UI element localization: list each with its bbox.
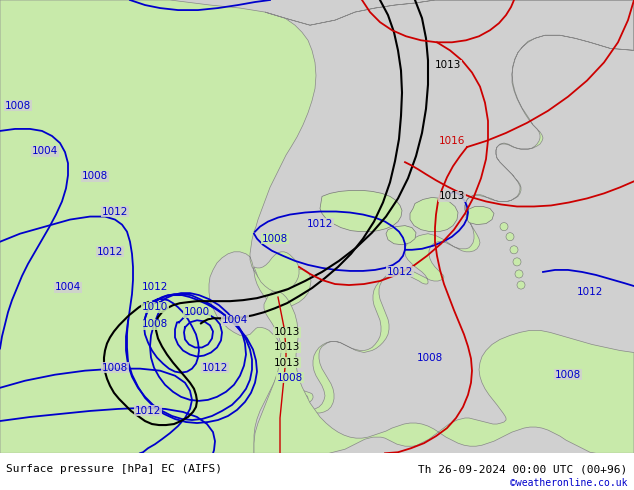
Text: 1013: 1013 — [274, 343, 300, 352]
Polygon shape — [386, 225, 416, 245]
Text: 1012: 1012 — [97, 247, 123, 257]
Polygon shape — [410, 197, 458, 232]
Text: 1008: 1008 — [5, 101, 31, 111]
Text: 1000: 1000 — [184, 307, 210, 317]
Text: ©weatheronline.co.uk: ©weatheronline.co.uk — [510, 478, 628, 488]
Text: Th 26-09-2024 00:00 UTC (00+96): Th 26-09-2024 00:00 UTC (00+96) — [418, 465, 628, 474]
Text: 1012: 1012 — [387, 267, 413, 277]
Text: 1008: 1008 — [262, 234, 288, 244]
Polygon shape — [320, 190, 402, 232]
Text: 1012: 1012 — [102, 206, 128, 217]
Text: 1008: 1008 — [277, 373, 303, 383]
Circle shape — [515, 270, 523, 278]
Text: 1004: 1004 — [32, 146, 58, 156]
Circle shape — [500, 222, 508, 231]
Text: 1012: 1012 — [307, 219, 333, 229]
Polygon shape — [254, 252, 299, 292]
Polygon shape — [0, 0, 82, 453]
Circle shape — [510, 246, 518, 254]
Text: Surface pressure [hPa] EC (AIFS): Surface pressure [hPa] EC (AIFS) — [6, 465, 223, 474]
Circle shape — [517, 281, 525, 289]
Text: 1008: 1008 — [142, 319, 168, 329]
Text: 1012: 1012 — [142, 282, 168, 292]
Polygon shape — [265, 0, 634, 413]
Text: 1008: 1008 — [417, 353, 443, 363]
Text: 1013: 1013 — [274, 327, 300, 338]
Circle shape — [506, 233, 514, 241]
Text: 1008: 1008 — [82, 172, 108, 181]
Text: 1012: 1012 — [135, 406, 161, 416]
Polygon shape — [0, 0, 316, 453]
Circle shape — [513, 258, 521, 266]
Text: 1013: 1013 — [274, 358, 300, 368]
Text: 1016: 1016 — [439, 136, 465, 146]
Text: 1008: 1008 — [555, 369, 581, 380]
Text: 1008: 1008 — [102, 363, 128, 372]
Text: 1010: 1010 — [142, 302, 168, 312]
Text: 1004: 1004 — [55, 282, 81, 292]
Text: 1012: 1012 — [577, 287, 603, 297]
Text: 1012: 1012 — [202, 363, 228, 372]
Text: 1004: 1004 — [222, 315, 248, 325]
Polygon shape — [466, 206, 494, 224]
Text: 1013: 1013 — [439, 192, 465, 201]
Text: 1013: 1013 — [435, 60, 461, 71]
Polygon shape — [254, 291, 634, 453]
